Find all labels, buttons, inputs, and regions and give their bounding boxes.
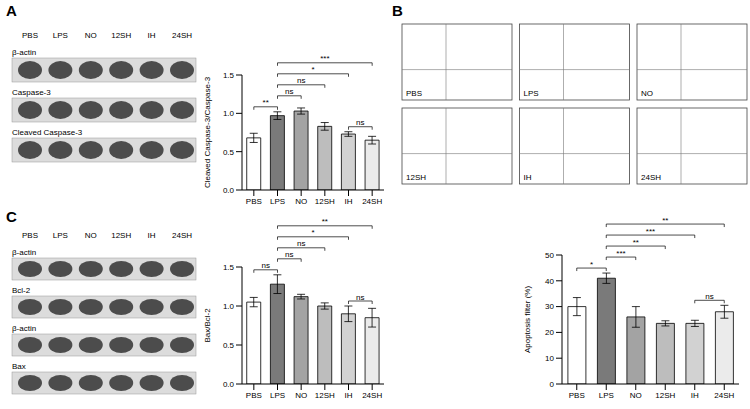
svg-text:IH: IH bbox=[148, 231, 156, 240]
svg-text:LPS: LPS bbox=[599, 391, 614, 400]
svg-text:IH: IH bbox=[345, 197, 353, 206]
svg-text:***: *** bbox=[320, 54, 329, 63]
svg-text:IH: IH bbox=[148, 31, 156, 40]
svg-text:ns: ns bbox=[705, 292, 713, 301]
svg-text:12SH: 12SH bbox=[111, 231, 131, 240]
svg-text:24SH: 24SH bbox=[362, 391, 382, 400]
svg-text:NO: NO bbox=[630, 391, 642, 400]
svg-text:***: *** bbox=[646, 227, 655, 236]
svg-text:IH: IH bbox=[524, 173, 532, 182]
svg-text:1.0: 1.0 bbox=[223, 302, 235, 311]
svg-text:Bax: Bax bbox=[12, 362, 26, 371]
svg-text:ns: ns bbox=[356, 293, 364, 302]
svg-text:0.5: 0.5 bbox=[223, 341, 235, 350]
svg-text:PBS: PBS bbox=[569, 391, 585, 400]
svg-text:ns: ns bbox=[356, 118, 364, 127]
svg-text:24SH: 24SH bbox=[641, 173, 661, 182]
svg-text:LPS: LPS bbox=[53, 31, 68, 40]
svg-text:ns: ns bbox=[285, 87, 293, 96]
svg-text:IH: IH bbox=[345, 391, 353, 400]
svg-text:β-actin: β-actin bbox=[12, 324, 36, 333]
svg-text:24SH: 24SH bbox=[714, 391, 734, 400]
svg-text:LPS: LPS bbox=[524, 89, 539, 98]
svg-text:Bcl-2: Bcl-2 bbox=[12, 286, 31, 295]
svg-text:*: * bbox=[311, 65, 314, 74]
svg-text:LPS: LPS bbox=[270, 391, 285, 400]
svg-text:ns: ns bbox=[297, 239, 305, 248]
svg-text:IH: IH bbox=[691, 391, 699, 400]
svg-text:0.0: 0.0 bbox=[223, 186, 235, 195]
svg-text:***: *** bbox=[616, 249, 625, 258]
svg-text:PBS: PBS bbox=[22, 231, 38, 240]
svg-text:ns: ns bbox=[285, 250, 293, 259]
svg-text:β-actin: β-actin bbox=[12, 48, 36, 57]
svg-text:NO: NO bbox=[85, 231, 97, 240]
svg-text:12SH: 12SH bbox=[406, 173, 426, 182]
svg-text:10: 10 bbox=[545, 354, 554, 363]
svg-text:ns: ns bbox=[297, 76, 305, 85]
svg-text:24SH: 24SH bbox=[172, 31, 192, 40]
svg-text:**: ** bbox=[633, 238, 639, 247]
svg-text:PBS: PBS bbox=[246, 197, 262, 206]
svg-text:Cleaved Caspase-3/Caspase-3: Cleaved Caspase-3/Caspase-3 bbox=[203, 76, 212, 188]
svg-text:PBS: PBS bbox=[22, 31, 38, 40]
svg-text:*: * bbox=[590, 260, 593, 269]
svg-text:B: B bbox=[392, 2, 403, 19]
svg-text:0.0: 0.0 bbox=[223, 380, 235, 389]
svg-text:20: 20 bbox=[545, 328, 554, 337]
svg-text:12SH: 12SH bbox=[315, 197, 335, 206]
svg-text:Bax/Bcl-2: Bax/Bcl-2 bbox=[203, 308, 212, 343]
svg-text:C: C bbox=[6, 208, 17, 225]
svg-text:30: 30 bbox=[545, 302, 554, 311]
svg-text:0.5: 0.5 bbox=[223, 148, 235, 157]
svg-text:24SH: 24SH bbox=[362, 197, 382, 206]
svg-text:24SH: 24SH bbox=[172, 231, 192, 240]
svg-text:NO: NO bbox=[295, 197, 307, 206]
svg-text:LPS: LPS bbox=[53, 231, 68, 240]
svg-text:1.0: 1.0 bbox=[223, 109, 235, 118]
svg-text:A: A bbox=[6, 2, 17, 19]
svg-text:40: 40 bbox=[545, 277, 554, 286]
svg-text:LPS: LPS bbox=[270, 197, 285, 206]
svg-text:NO: NO bbox=[641, 89, 653, 98]
svg-text:1.5: 1.5 bbox=[223, 263, 235, 272]
svg-text:β-actin: β-actin bbox=[12, 248, 36, 257]
svg-text:12SH: 12SH bbox=[655, 391, 675, 400]
svg-text:50: 50 bbox=[545, 251, 554, 260]
svg-text:Cleaved Caspase-3: Cleaved Caspase-3 bbox=[12, 128, 83, 137]
svg-text:*: * bbox=[311, 228, 314, 237]
svg-text:Caspase-3: Caspase-3 bbox=[12, 88, 51, 97]
svg-text:12SH: 12SH bbox=[315, 391, 335, 400]
svg-text:NO: NO bbox=[295, 391, 307, 400]
svg-text:0: 0 bbox=[550, 380, 555, 389]
svg-text:**: ** bbox=[263, 98, 269, 107]
svg-text:12SH: 12SH bbox=[111, 31, 131, 40]
svg-text:NO: NO bbox=[85, 31, 97, 40]
svg-text:PBS: PBS bbox=[246, 391, 262, 400]
svg-text:**: ** bbox=[662, 216, 668, 225]
svg-text:1.5: 1.5 bbox=[223, 71, 235, 80]
svg-text:Apoptosis filter (%): Apoptosis filter (%) bbox=[523, 286, 532, 353]
svg-text:ns: ns bbox=[261, 261, 269, 270]
svg-text:**: ** bbox=[322, 217, 328, 226]
svg-text:PBS: PBS bbox=[406, 89, 422, 98]
